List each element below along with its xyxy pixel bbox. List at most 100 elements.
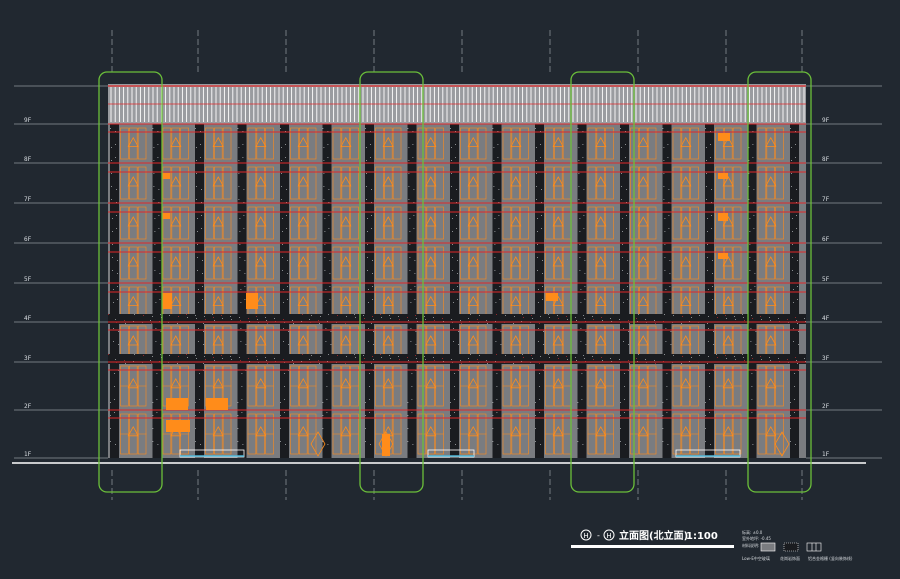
window-pane	[426, 127, 435, 160]
window-triangle-motif	[595, 295, 607, 307]
stone-speckle	[455, 144, 456, 145]
stone-speckle	[500, 344, 502, 345]
window-pane	[137, 166, 147, 200]
stone-speckle	[113, 341, 114, 342]
stone-speckle	[752, 144, 754, 145]
stone-speckle	[214, 360, 215, 361]
window-triangle-motif	[170, 136, 182, 148]
stone-speckle	[622, 257, 623, 258]
stone-speckle	[705, 415, 706, 416]
window-pane	[511, 206, 520, 240]
stone-speckle	[796, 202, 797, 203]
window-triangle-motif	[425, 136, 437, 148]
orange-accent-panel	[718, 133, 730, 141]
stone-speckle	[155, 341, 157, 342]
stone-speckle	[364, 318, 365, 319]
stone-speckle	[143, 315, 144, 316]
window-triangle-motif	[297, 176, 309, 187]
stone-speckle	[154, 270, 156, 271]
window-pane	[120, 127, 129, 160]
window-pane	[715, 127, 724, 160]
window-triangle-motif	[425, 176, 437, 187]
stone-speckle	[753, 189, 755, 190]
stone-speckle	[281, 199, 282, 200]
stone-speckle	[557, 355, 558, 356]
stone-speckle	[111, 199, 112, 200]
stone-speckle	[416, 358, 417, 359]
stone-speckle	[390, 358, 391, 359]
stone-speckle	[293, 323, 294, 324]
stone-speckle	[178, 356, 179, 357]
stone-speckle	[412, 157, 414, 158]
stone-speckle	[536, 160, 537, 161]
window-triangle-motif	[170, 377, 182, 389]
window-pane	[502, 127, 512, 160]
window-pane	[554, 127, 563, 160]
stone-speckle	[706, 173, 707, 174]
window-triangle-motif	[552, 216, 564, 227]
window-triangle-motif	[212, 335, 224, 346]
stone-speckle	[160, 331, 162, 332]
stone-speckle	[196, 173, 197, 174]
stone-speckle	[461, 363, 462, 364]
window-pane	[222, 166, 232, 200]
window-triangle-motif	[255, 176, 267, 187]
window-pane	[307, 206, 317, 240]
stone-speckle	[577, 402, 579, 403]
stone-speckle	[370, 131, 371, 132]
stone-speckle	[751, 386, 753, 387]
stone-speckle	[110, 415, 111, 416]
window-pane	[162, 246, 172, 280]
stone-speckle	[752, 444, 754, 445]
window-pane	[715, 206, 724, 240]
stone-speckle	[623, 328, 624, 329]
window-pane	[520, 166, 529, 200]
window-pane	[384, 206, 393, 240]
window-pane	[426, 206, 435, 240]
window-pane	[180, 206, 189, 240]
stone-speckle	[158, 189, 160, 190]
stone-speckle	[197, 231, 198, 232]
window-triangle-motif	[765, 176, 777, 187]
stone-speckle	[625, 131, 626, 132]
window-pane	[766, 166, 775, 200]
window-triangle-motif	[297, 335, 309, 346]
stone-speckle	[486, 360, 487, 361]
window-triangle-motif	[212, 295, 224, 307]
stone-speckle	[159, 273, 161, 274]
stone-speckle	[284, 386, 285, 387]
stone-speckle	[195, 415, 196, 416]
stone-speckle	[804, 358, 805, 359]
stone-speckle	[329, 299, 331, 300]
stone-speckle	[155, 289, 157, 290]
stone-speckle	[578, 186, 580, 187]
window-pane	[332, 127, 342, 160]
stone-speckle	[711, 215, 712, 216]
stone-speckle	[796, 360, 797, 361]
stone-speckle	[584, 286, 586, 287]
stone-speckle	[186, 314, 187, 315]
floor-label-left: 2F	[24, 403, 32, 410]
window-pane	[435, 166, 444, 200]
stone-speckle	[492, 128, 494, 129]
stone-speckle	[249, 361, 250, 362]
stone-speckle	[198, 341, 199, 342]
stone-speckle	[539, 323, 540, 324]
stone-speckle	[201, 202, 202, 203]
window-triangle-motif	[255, 256, 267, 267]
door-diamond-motif	[310, 431, 326, 457]
stone-speckle	[281, 160, 282, 161]
stone-speckle	[712, 273, 713, 274]
stone-speckle	[283, 328, 284, 329]
orange-accent-panel	[718, 213, 728, 221]
stone-speckle	[792, 231, 793, 232]
orange-accent-panel	[166, 398, 188, 410]
stone-speckle	[345, 363, 346, 364]
window-pane	[672, 246, 682, 280]
stone-speckle	[413, 215, 415, 216]
stone-speckle	[113, 328, 114, 329]
stone-speckle	[706, 160, 707, 161]
window-pane	[265, 127, 274, 160]
stone-speckle	[795, 131, 796, 132]
stone-speckle	[495, 341, 497, 342]
